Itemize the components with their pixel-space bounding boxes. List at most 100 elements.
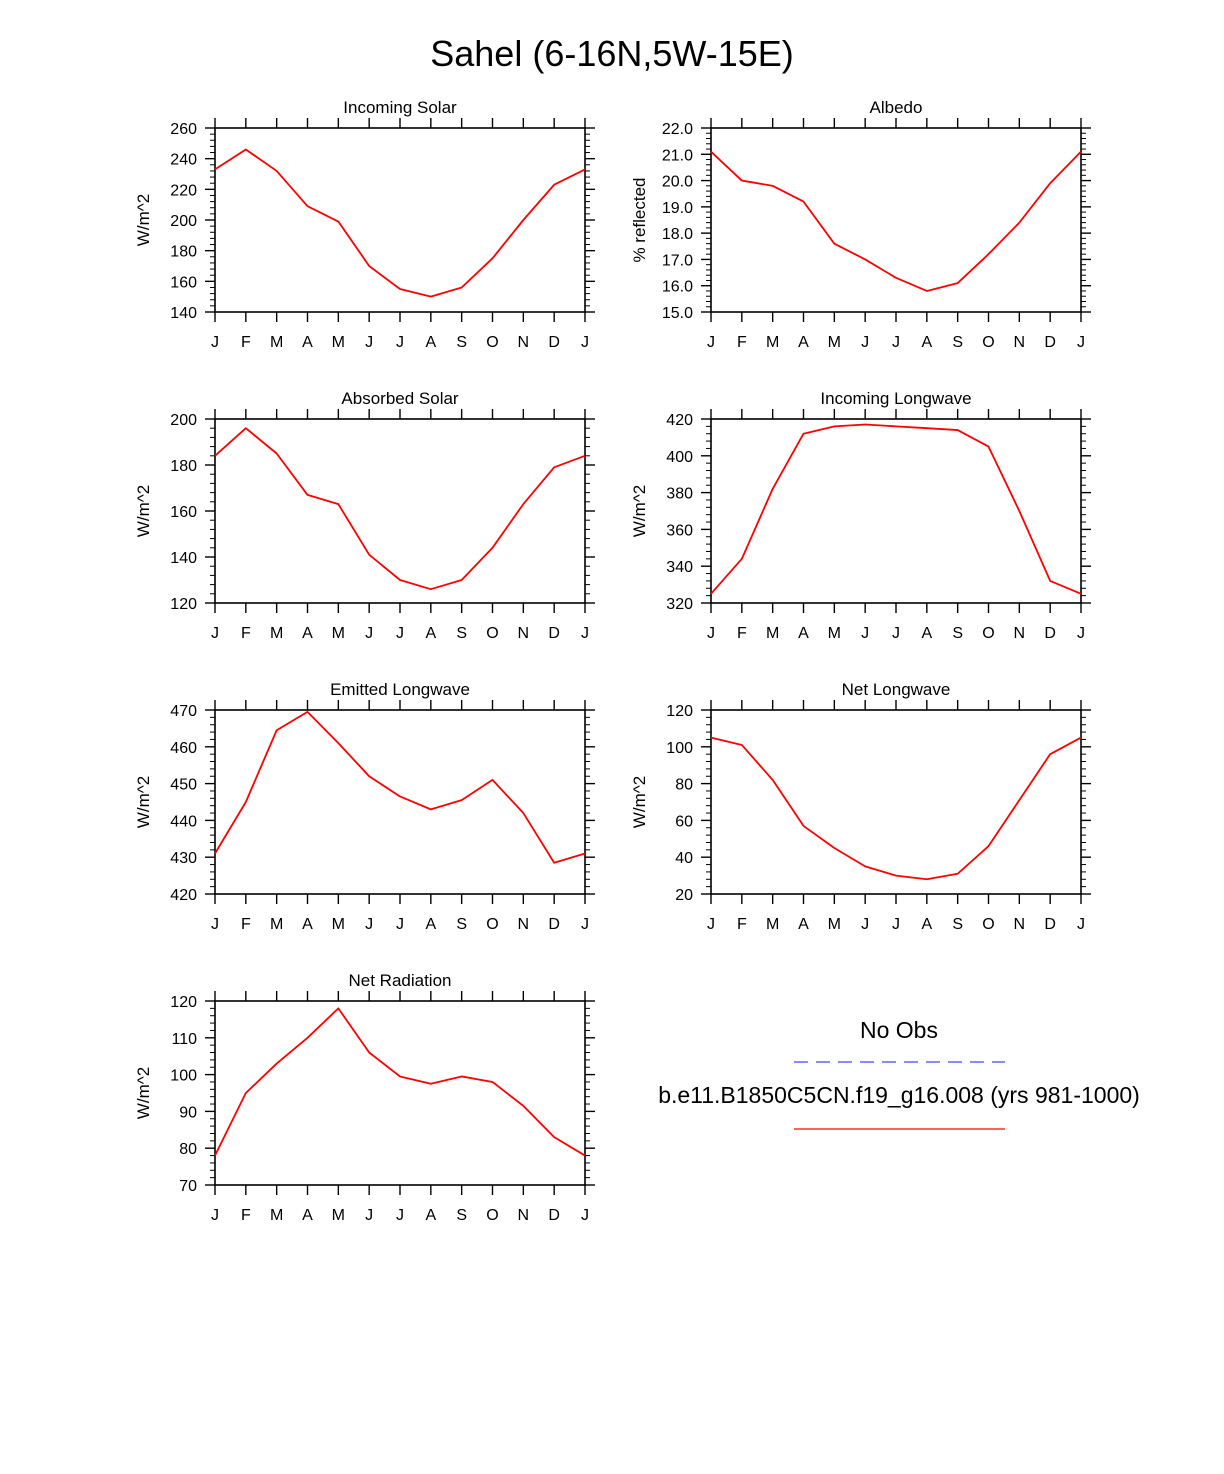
- y-axis-label: W/m^2: [134, 1067, 153, 1119]
- y-tick-label: 450: [170, 777, 197, 794]
- x-tick-label: J: [892, 916, 900, 933]
- y-tick-label: 360: [666, 522, 693, 539]
- x-tick-label: M: [766, 334, 779, 351]
- x-tick-label: J: [211, 334, 219, 351]
- x-tick-label: J: [396, 916, 404, 933]
- plot-frame: [710, 709, 1082, 895]
- y-tick-label: 90: [179, 1104, 197, 1121]
- x-tick-label: M: [828, 334, 841, 351]
- x-tick-label: J: [581, 334, 589, 351]
- plot-frame: [214, 127, 586, 313]
- x-tick-label: S: [456, 625, 467, 642]
- x-tick-label: M: [270, 916, 283, 933]
- x-tick-label: M: [766, 916, 779, 933]
- y-tick-label: 16.0: [662, 279, 693, 296]
- y-tick-label: 70: [179, 1178, 197, 1195]
- y-tick-label: 430: [170, 850, 197, 867]
- figure-title: Sahel (6-16N,5W-15E): [430, 33, 794, 74]
- panel-title: Emitted Longwave: [330, 680, 470, 699]
- x-tick-label: J: [707, 625, 715, 642]
- x-tick-label: N: [518, 334, 530, 351]
- panel-title: Albedo: [870, 98, 923, 117]
- x-tick-label: M: [270, 1207, 283, 1224]
- y-tick-label: 320: [666, 596, 693, 613]
- x-tick-label: D: [1044, 916, 1056, 933]
- x-tick-label: O: [982, 625, 994, 642]
- y-tick-label: 17.0: [662, 252, 693, 269]
- x-tick-label: F: [241, 334, 251, 351]
- x-tick-label: M: [270, 334, 283, 351]
- y-tick-label: 120: [170, 994, 197, 1011]
- x-tick-label: F: [737, 625, 747, 642]
- y-tick-label: 340: [666, 559, 693, 576]
- x-tick-label: D: [1044, 334, 1056, 351]
- x-tick-label: J: [1077, 625, 1085, 642]
- panel-net-longwave: Net Longwave W/m^2 J F M A M J J A S O N D J 20 40 60 80 10…: [630, 680, 1091, 933]
- y-tick-label: 240: [170, 152, 197, 169]
- x-tick-label: F: [737, 916, 747, 933]
- x-tick-label: A: [921, 625, 932, 642]
- y-tick-label: 260: [170, 121, 197, 138]
- series-line: [214, 710, 586, 864]
- y-tick-label: 100: [170, 1068, 197, 1085]
- y-tick-label: 100: [666, 740, 693, 757]
- x-tick-label: N: [518, 625, 530, 642]
- y-tick-label: 120: [666, 703, 693, 720]
- x-tick-label: O: [982, 916, 994, 933]
- x-tick-label: M: [828, 625, 841, 642]
- x-tick-label: J: [396, 334, 404, 351]
- x-tick-label: J: [581, 916, 589, 933]
- x-tick-label: J: [365, 625, 373, 642]
- x-tick-label: M: [270, 625, 283, 642]
- series-line: [214, 1007, 586, 1157]
- y-axis-label: W/m^2: [134, 485, 153, 537]
- y-tick-label: 180: [170, 244, 197, 261]
- x-tick-label: M: [332, 625, 345, 642]
- x-tick-label: D: [548, 334, 560, 351]
- panel-title: Incoming Solar: [343, 98, 457, 117]
- y-axis-label: % reflected: [630, 177, 649, 262]
- x-tick-label: J: [581, 625, 589, 642]
- x-tick-label: A: [302, 625, 313, 642]
- x-tick-label: O: [982, 334, 994, 351]
- y-tick-label: 120: [170, 596, 197, 613]
- y-tick-label: 160: [170, 274, 197, 291]
- x-tick-label: J: [211, 625, 219, 642]
- x-tick-label: J: [581, 1207, 589, 1224]
- y-tick-label: 140: [170, 305, 197, 322]
- plot-frame: [214, 709, 586, 895]
- y-tick-label: 400: [666, 449, 693, 466]
- x-tick-label: A: [798, 625, 809, 642]
- y-axis-label: W/m^2: [630, 485, 649, 537]
- y-tick-label: 40: [675, 850, 693, 867]
- panel-net-radiation: Net Radiation W/m^2 J F M A M J J A S O N D J 70 80 90 100…: [134, 971, 595, 1224]
- x-tick-label: N: [518, 1207, 530, 1224]
- x-tick-label: O: [486, 625, 498, 642]
- plot-frame: [214, 1000, 586, 1186]
- x-tick-label: N: [1014, 334, 1026, 351]
- x-tick-label: S: [456, 916, 467, 933]
- plot-frame: [214, 418, 586, 604]
- y-tick-label: 440: [170, 813, 197, 830]
- series-line: [214, 148, 586, 298]
- x-tick-label: A: [302, 916, 313, 933]
- x-tick-label: J: [707, 916, 715, 933]
- x-tick-label: F: [241, 916, 251, 933]
- x-tick-label: M: [332, 334, 345, 351]
- y-tick-label: 60: [675, 813, 693, 830]
- panel-absorbed-solar: Absorbed Solar W/m^2 J F M A M J J A S O N D J 120 140 16…: [134, 389, 595, 642]
- x-tick-label: A: [798, 916, 809, 933]
- y-tick-label: 380: [666, 486, 693, 503]
- y-tick-label: 200: [170, 213, 197, 230]
- x-tick-label: F: [241, 625, 251, 642]
- x-tick-label: S: [456, 334, 467, 351]
- x-tick-label: M: [332, 916, 345, 933]
- x-tick-label: A: [798, 334, 809, 351]
- x-tick-label: J: [1077, 334, 1085, 351]
- y-tick-label: 420: [666, 412, 693, 429]
- x-tick-label: J: [365, 1207, 373, 1224]
- x-tick-label: A: [425, 334, 436, 351]
- x-tick-label: J: [861, 334, 869, 351]
- y-axis-label: W/m^2: [630, 776, 649, 828]
